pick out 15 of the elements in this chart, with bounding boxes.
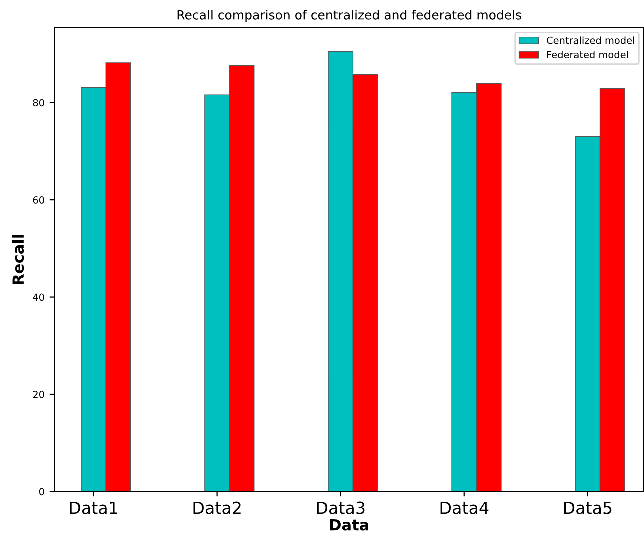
x-tick-label: Data2 <box>194 502 241 514</box>
y-tick-label: 40 <box>33 294 44 302</box>
y-tick-label: 60 <box>33 196 44 204</box>
legend-label: Centralized model <box>547 36 634 44</box>
y-tick-label: 20 <box>33 390 44 398</box>
y-tick-label: 80 <box>33 99 44 107</box>
chart-title: Recall comparison of centralized and federated models <box>178 10 522 22</box>
x-tick-label: Data5 <box>564 502 612 514</box>
y-tick-label: 0 <box>39 488 44 496</box>
x-tick-label: Data3 <box>317 502 365 514</box>
legend-label: Federated model <box>547 50 628 59</box>
x-tick-label: Data4 <box>440 502 489 514</box>
x-axis-title: Data <box>330 519 368 531</box>
x-tick-label: Data1 <box>70 502 118 514</box>
y-axis-title: Recall <box>12 235 24 284</box>
